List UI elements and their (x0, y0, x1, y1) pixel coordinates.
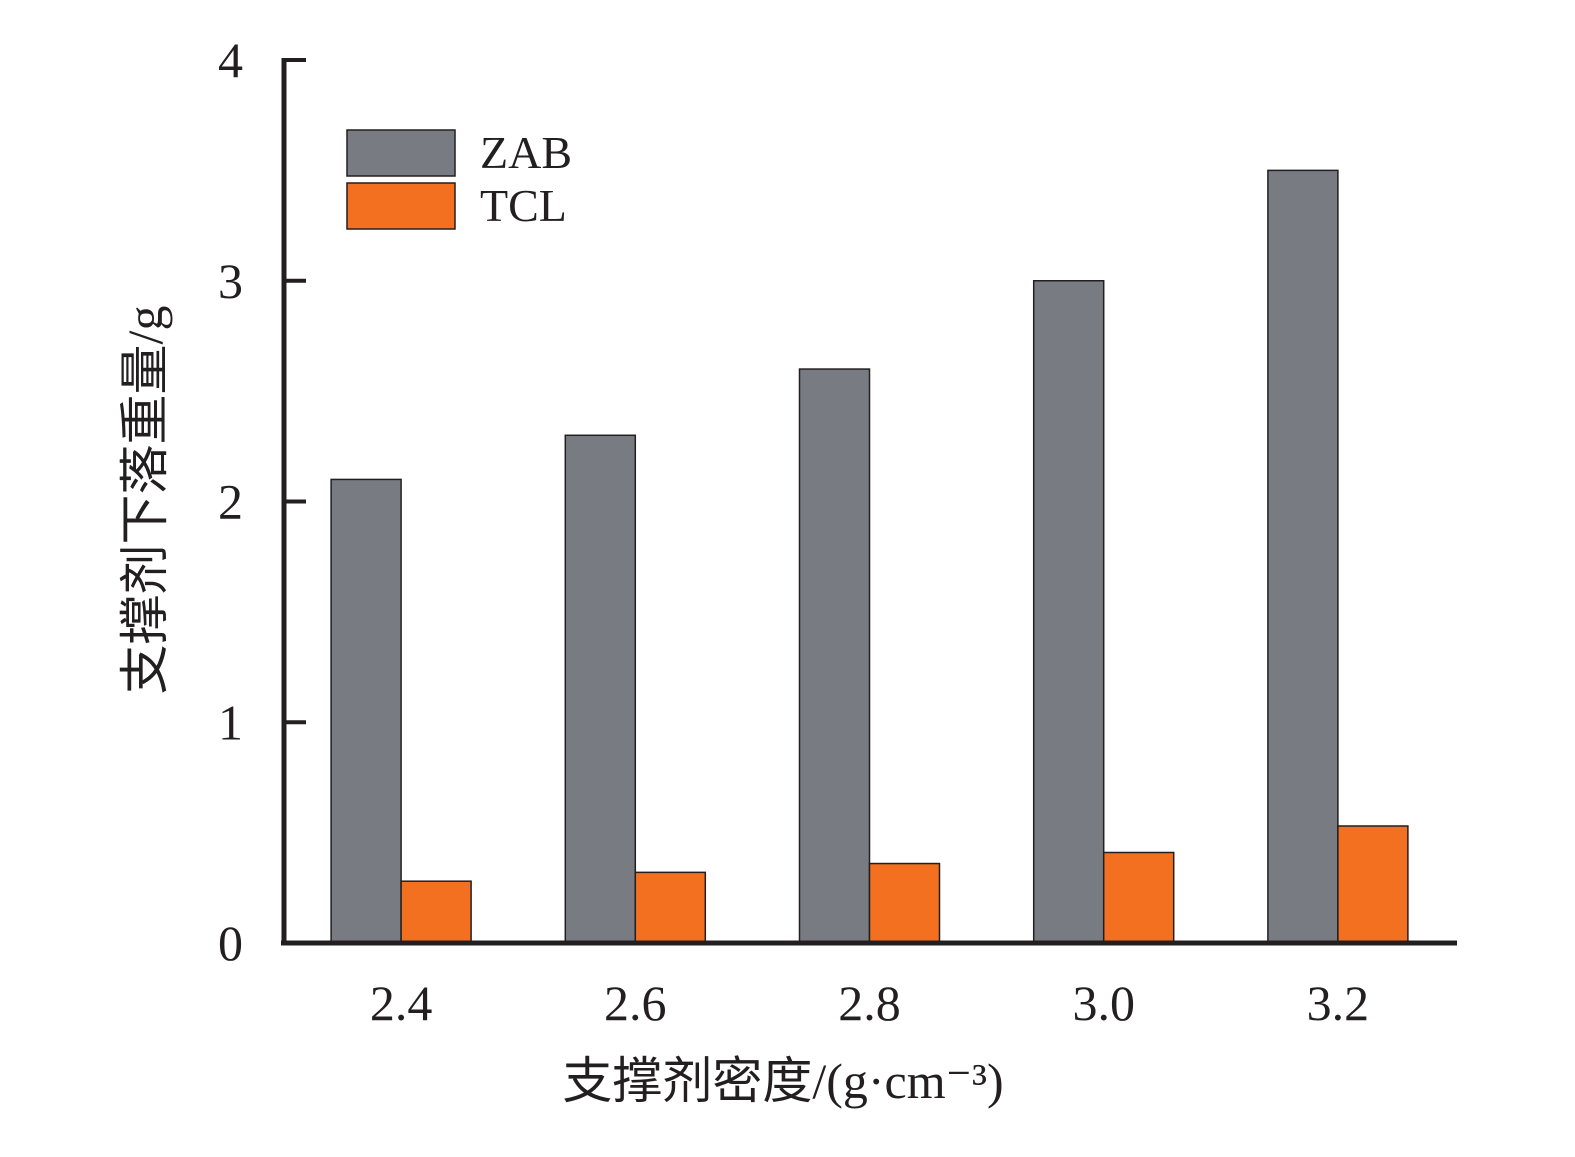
y-tick-label: 3 (218, 253, 243, 309)
bar-tcl-3.0 (1102, 851, 1175, 944)
y-ticks-group: 0 1 2 3 4 (218, 32, 306, 971)
legend-label-tcl: TCL (480, 180, 567, 231)
bar-zab-2.4 (330, 478, 402, 944)
bar-tcl-3.2 (1337, 825, 1409, 944)
bar-tcl-2.8 (868, 862, 941, 944)
x-tick-label: 2.6 (604, 975, 667, 1031)
legend-swatch-zab (346, 129, 456, 177)
bar-zab-2.8 (798, 368, 871, 944)
bar-zab-3.2 (1267, 169, 1339, 944)
x-axis-title: 支撑剂密度/(g·cm⁻³) (562, 1053, 1003, 1109)
bar-tcl-2.4 (400, 880, 472, 944)
x-ticks-group: 2.4 2.6 2.8 3.0 3.2 (370, 975, 1369, 1031)
y-tick-label: 1 (218, 694, 243, 750)
bar-tcl-2.6 (634, 871, 707, 944)
x-tick-label: 3.2 (1307, 975, 1370, 1031)
x-tick-label: 2.8 (838, 975, 901, 1031)
x-tick-label: 2.4 (370, 975, 433, 1031)
legend-swatch-tcl (346, 182, 456, 230)
bar-zab-3.0 (1032, 280, 1105, 944)
y-tick-label: 4 (218, 32, 243, 88)
bar-zab-2.6 (564, 434, 637, 944)
bars-group (330, 169, 1409, 944)
x-tick-label: 3.0 (1072, 975, 1135, 1031)
y-tick-label: 2 (218, 474, 243, 530)
y-axis-title: 支撑剂下落重量/g (117, 306, 173, 695)
y-tick-label: 0 (218, 915, 243, 971)
legend-label-zab: ZAB (480, 127, 572, 178)
